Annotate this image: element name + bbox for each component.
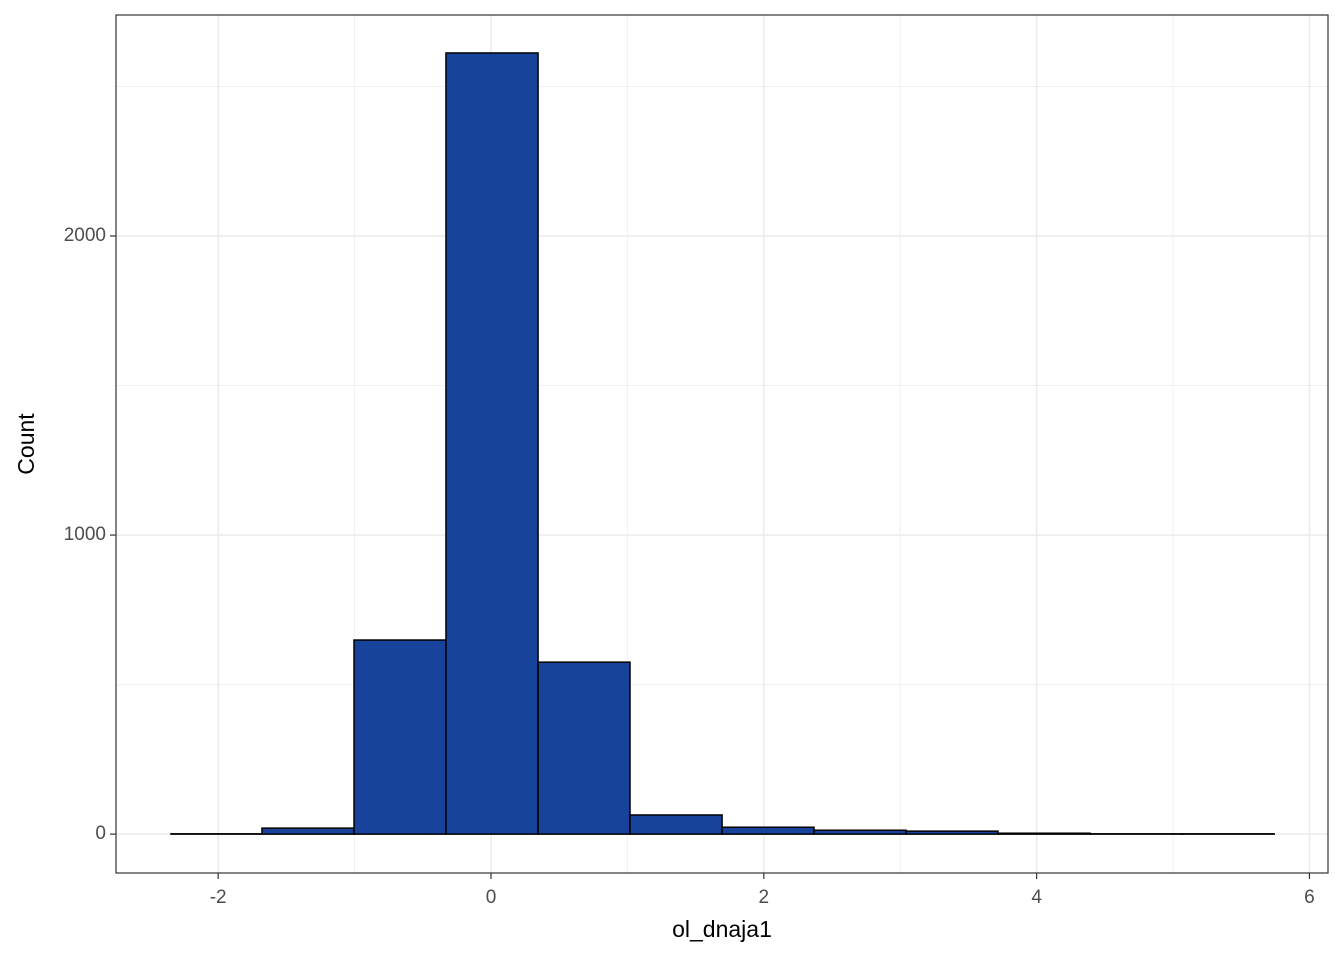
y-axis-title: Count: [13, 413, 39, 475]
x-tick-label: 6: [1304, 887, 1315, 908]
y-tick-label: 0: [95, 823, 106, 844]
y-tick-label: 1000: [64, 524, 106, 545]
bar: [537, 661, 631, 835]
bar: [905, 830, 999, 835]
x-axis-title: ol_dnaja1: [672, 916, 772, 942]
bar: [997, 832, 1091, 835]
y-tick-label: 2000: [64, 225, 106, 246]
bar: [261, 827, 355, 835]
x-tick-label: 2: [759, 887, 770, 908]
panel-border: [115, 14, 1329, 874]
x-tick-label: 0: [486, 887, 497, 908]
bar: [629, 814, 723, 835]
bar: [353, 639, 447, 835]
bar: [445, 52, 539, 835]
x-tick-label: 4: [1031, 887, 1042, 908]
bar: [721, 826, 815, 835]
bar: [813, 829, 907, 835]
x-tick-label: -2: [210, 887, 227, 908]
